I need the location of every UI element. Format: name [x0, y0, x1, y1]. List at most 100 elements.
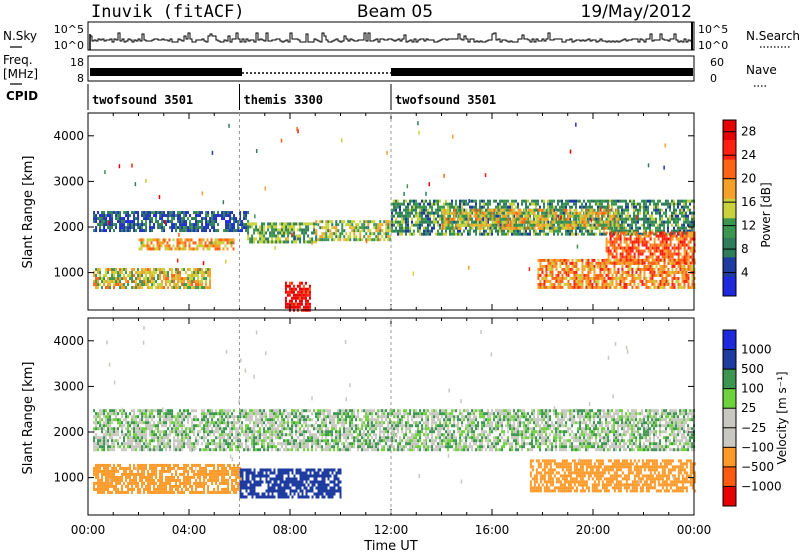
power-cell: [609, 285, 612, 289]
power-cell: [507, 208, 509, 212]
power-cell: [517, 226, 520, 230]
power-cell: [663, 258, 666, 262]
power-cell: [643, 231, 646, 235]
power-cell: [279, 240, 282, 244]
power-cell: [294, 287, 297, 291]
power-cell: [365, 226, 368, 230]
power-cell: [549, 264, 552, 268]
velocity-cell: [175, 421, 178, 425]
power-cell: [111, 277, 114, 281]
power-cell: [535, 229, 537, 233]
power-cell: [641, 232, 643, 236]
power-cell: [227, 223, 230, 227]
power-cell: [593, 223, 595, 227]
power-cell: [261, 237, 264, 241]
power-cell: [435, 232, 437, 236]
velocity-cell: [93, 442, 96, 446]
power-cell: [599, 229, 601, 233]
power-cell: [511, 214, 514, 218]
power-cell: [585, 220, 588, 224]
power-cell: [643, 276, 646, 280]
power-cell: [667, 249, 670, 253]
power-cell: [591, 229, 593, 233]
power-cell: [619, 285, 622, 289]
power-cell: [611, 226, 613, 230]
power-cell: [206, 238, 209, 242]
power-cell: [277, 237, 280, 241]
velocity-cell: [117, 418, 120, 422]
velocity-cell: [247, 433, 250, 437]
power-cell: [555, 285, 558, 289]
power-cell: [675, 208, 677, 212]
power-cell: [308, 290, 311, 294]
power-cell: [166, 247, 169, 251]
power-cell: [149, 217, 152, 221]
power-cell: [647, 258, 650, 262]
power-cell: [597, 258, 600, 262]
power-cell: [347, 238, 350, 242]
power-cell: [671, 267, 674, 271]
power-cell: [251, 237, 254, 241]
power-cell: [667, 282, 670, 286]
power-cell: [143, 229, 146, 233]
power-cell: [607, 249, 610, 253]
power-cell: [607, 220, 610, 224]
power-cell: [585, 229, 587, 233]
power-cell: [123, 211, 126, 215]
power-cell: [639, 217, 641, 221]
power-cell: [629, 199, 631, 203]
power-cell: [663, 202, 665, 206]
power-cell: [553, 223, 555, 227]
power-cell: [663, 264, 666, 268]
power-cell: [553, 285, 556, 289]
power-cell: [163, 220, 166, 224]
power-cell: [637, 232, 639, 236]
power-cell: [685, 217, 687, 221]
power-cell: [653, 217, 655, 221]
power-cell: [337, 235, 340, 239]
power-cell: [181, 217, 184, 221]
power-cell: [599, 285, 602, 289]
power-cell: [467, 232, 469, 236]
power-cell: [661, 208, 663, 212]
velocity-cell: [141, 415, 144, 419]
power-cbar-frame: [722, 119, 737, 297]
power-cell: [653, 267, 656, 271]
power-cell: [621, 208, 623, 212]
velocity-cell: [223, 433, 226, 437]
power-cell: [527, 199, 529, 203]
velocity-cell: [107, 418, 110, 422]
power-cell: [385, 229, 388, 233]
power-cell: [649, 231, 652, 235]
power-cell: [589, 202, 591, 206]
power-cell: [285, 240, 288, 244]
power-cell: [457, 226, 460, 230]
power-cell: [625, 229, 627, 233]
power-cell: [623, 237, 626, 241]
velocity-cell: [121, 415, 124, 419]
power-cell: [259, 234, 262, 238]
power-cell: [195, 229, 198, 233]
power-cell: [665, 282, 668, 286]
power-cell: [543, 229, 545, 233]
power-cell: [247, 211, 250, 215]
power-cell: [461, 211, 464, 215]
power-cell: [611, 279, 614, 283]
power-cell: [129, 229, 132, 233]
power-cell: [689, 229, 691, 233]
power-cell: [181, 220, 184, 224]
power-cell: [645, 214, 647, 218]
power-cell: [149, 277, 152, 281]
power-cell: [275, 237, 278, 241]
power-cell: [93, 280, 96, 284]
power-cell: [197, 214, 200, 218]
power-cell: [671, 282, 674, 286]
power-cell: [693, 237, 696, 241]
power-cell: [661, 270, 664, 274]
power-cell: [111, 223, 114, 227]
power-cell: [99, 214, 102, 218]
power-cell: [185, 277, 188, 281]
power-cell: [209, 220, 212, 224]
power-cell: [567, 270, 570, 274]
power-cell: [137, 217, 140, 221]
